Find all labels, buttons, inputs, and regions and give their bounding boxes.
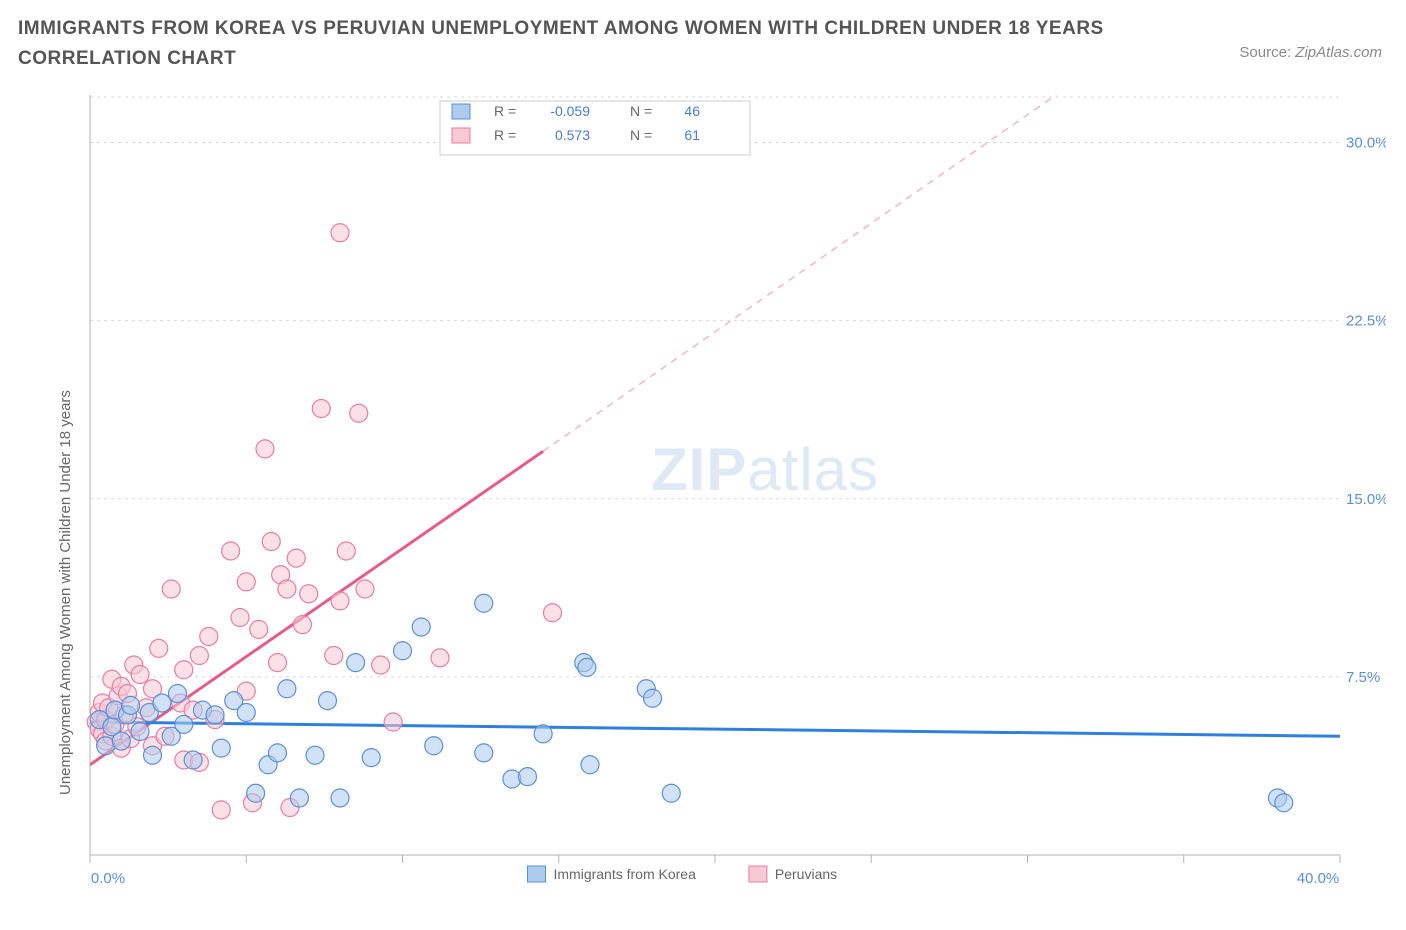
data-point-peruvians (250, 620, 268, 638)
legend-series-label: Peruvians (775, 866, 837, 882)
legend-swatch (452, 128, 470, 143)
data-point-korea (112, 732, 130, 750)
data-point-peruvians (544, 604, 562, 622)
data-point-peruvians (331, 224, 349, 242)
data-point-korea (206, 706, 224, 724)
data-point-korea (475, 594, 493, 612)
data-point-korea (425, 737, 443, 755)
data-point-peruvians (350, 404, 368, 422)
data-point-korea (319, 692, 337, 710)
data-point-korea (362, 749, 380, 767)
data-point-peruvians (231, 609, 249, 627)
chart-container: ZIPatlas 0.0% 40.0% 7.5% 15.0% 22.5% 30.0% Unem… (40, 95, 1386, 900)
data-point-peruvians (337, 542, 355, 560)
data-point-peruvians (262, 533, 280, 551)
x-tick-label: 40.0% (1297, 870, 1340, 887)
data-point-korea (1275, 794, 1293, 812)
data-point-korea (412, 618, 430, 636)
data-point-peruvians (384, 713, 402, 731)
data-point-peruvians (356, 580, 374, 598)
data-point-korea (534, 725, 552, 743)
data-point-peruvians (278, 580, 296, 598)
watermark: ZIPatlas (651, 436, 879, 503)
data-point-korea (237, 704, 255, 722)
data-point-peruvians (150, 639, 168, 657)
data-point-korea (347, 654, 365, 672)
data-point-peruvians (312, 400, 330, 418)
data-point-korea (131, 723, 149, 741)
data-point-korea (247, 784, 265, 802)
data-point-peruvians (256, 440, 274, 458)
legend-series-label: Immigrants from Korea (554, 866, 697, 882)
legend-swatch (749, 866, 767, 882)
data-point-korea (212, 739, 230, 757)
data-point-peruvians (190, 647, 208, 665)
data-point-korea (581, 756, 599, 774)
data-point-peruvians (131, 666, 149, 684)
legend-n-value: 61 (684, 127, 700, 143)
legend-n-value: 46 (684, 103, 700, 119)
y-tick-label: 22.5% (1346, 313, 1386, 330)
data-point-korea (394, 642, 412, 660)
data-point-korea (306, 746, 324, 764)
source-name: ZipAtlas.com (1295, 44, 1382, 61)
data-point-korea (331, 789, 349, 807)
legend-r-label: R = (494, 103, 516, 119)
data-point-peruvians (162, 580, 180, 598)
data-point-peruvians (325, 647, 343, 665)
data-point-korea (503, 770, 521, 788)
legend-r-value: -0.059 (550, 103, 590, 119)
y-axis-label: Unemployment Among Women with Children U… (57, 390, 74, 795)
data-point-korea (278, 680, 296, 698)
legend-n-label: N = (630, 127, 652, 143)
legend-n-label: N = (630, 103, 652, 119)
data-point-korea (644, 689, 662, 707)
legend-swatch (528, 866, 546, 882)
scatter-chart: ZIPatlas 0.0% 40.0% 7.5% 15.0% 22.5% 30.0% Unem… (40, 95, 1386, 900)
data-point-korea (122, 696, 140, 714)
data-point-korea (578, 658, 596, 676)
data-point-korea (519, 768, 537, 786)
legend-swatch (452, 104, 470, 119)
x-tick-label: 0.0% (91, 870, 125, 887)
data-point-korea (662, 784, 680, 802)
data-point-korea (144, 746, 162, 764)
data-point-korea (169, 685, 187, 703)
legend-r-label: R = (494, 127, 516, 143)
data-point-korea (290, 789, 308, 807)
data-point-peruvians (431, 649, 449, 667)
y-tick-label: 30.0% (1346, 135, 1386, 152)
data-point-korea (475, 744, 493, 762)
data-point-peruvians (300, 585, 318, 603)
legend-stats-box (440, 101, 750, 155)
data-point-peruvians (269, 654, 287, 672)
data-point-peruvians (212, 801, 230, 819)
data-point-peruvians (175, 661, 193, 679)
data-point-peruvians (237, 573, 255, 591)
data-point-peruvians (331, 592, 349, 610)
y-tick-label: 7.5% (1346, 669, 1380, 686)
data-point-peruvians (294, 616, 312, 634)
data-point-peruvians (222, 542, 240, 560)
source-attribution: Source: ZipAtlas.com (1239, 44, 1382, 61)
regression-line-korea (90, 722, 1340, 736)
data-point-peruvians (200, 628, 218, 646)
data-point-korea (175, 715, 193, 733)
data-point-peruvians (372, 656, 390, 674)
chart-title: IMMIGRANTS FROM KOREA VS PERUVIAN UNEMPL… (18, 14, 1226, 75)
data-point-korea (269, 744, 287, 762)
legend-r-value: 0.573 (555, 127, 590, 143)
data-point-korea (184, 751, 202, 769)
source-prefix: Source: (1239, 44, 1295, 61)
data-point-peruvians (287, 549, 305, 567)
y-tick-label: 15.0% (1346, 491, 1386, 508)
data-point-korea (153, 694, 171, 712)
